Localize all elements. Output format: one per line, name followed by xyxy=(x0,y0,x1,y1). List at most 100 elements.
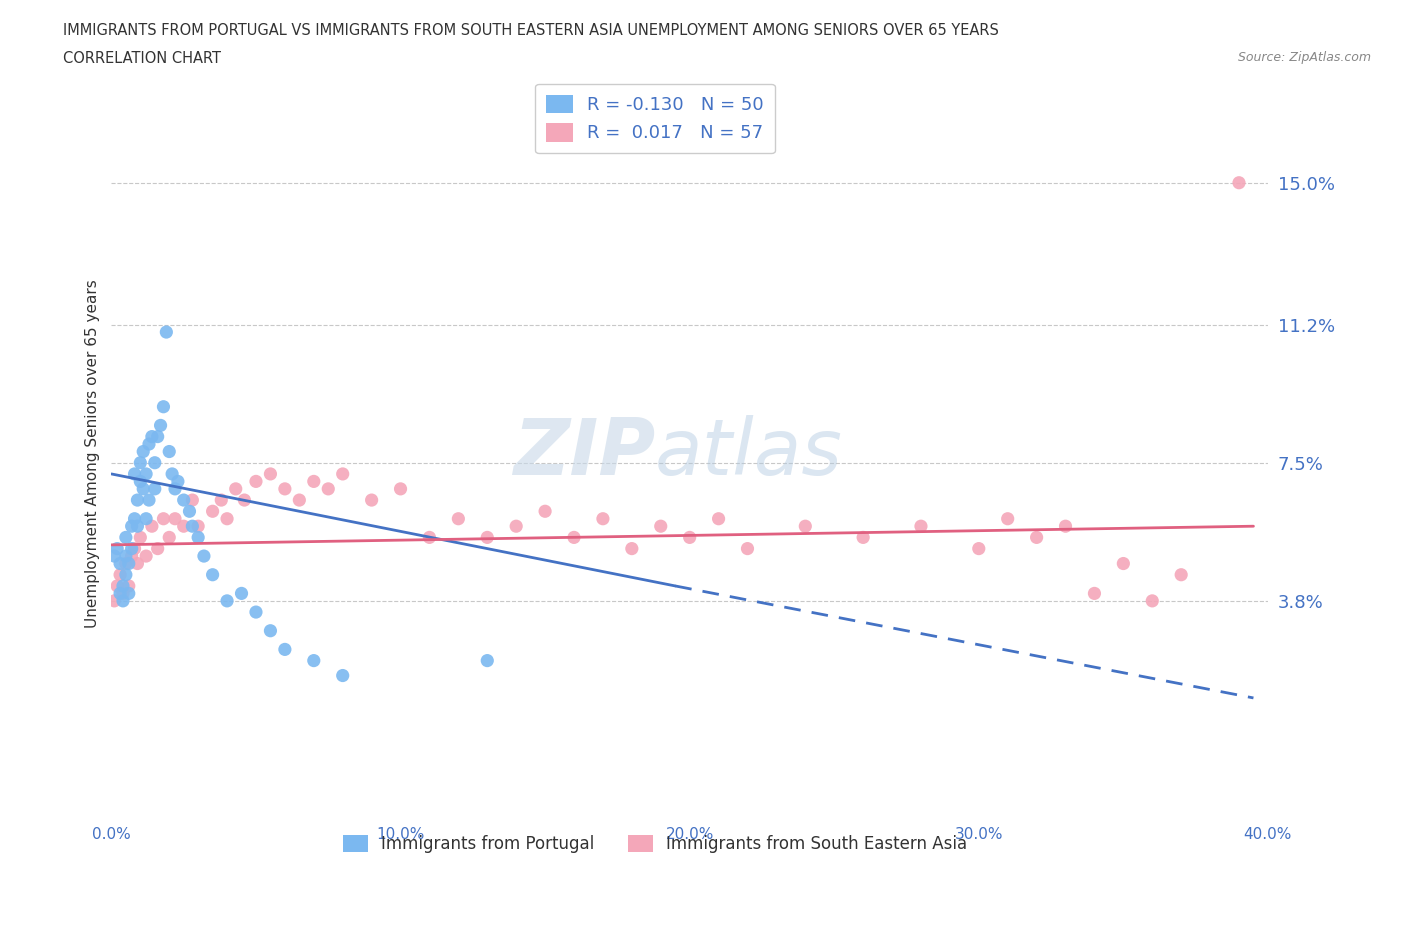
Point xyxy=(127,493,149,508)
Point xyxy=(215,512,238,526)
Point xyxy=(179,504,201,519)
Point xyxy=(332,668,354,683)
Point xyxy=(209,493,232,508)
Point xyxy=(152,399,174,414)
Point xyxy=(679,530,702,545)
Point xyxy=(418,530,440,545)
Text: CORRELATION CHART: CORRELATION CHART xyxy=(63,51,221,66)
Point xyxy=(592,512,614,526)
Point xyxy=(129,474,152,489)
Point xyxy=(1142,593,1164,608)
Point xyxy=(121,549,143,564)
Point xyxy=(115,549,138,564)
Point xyxy=(141,429,163,444)
Point xyxy=(1083,586,1105,601)
Point xyxy=(233,493,256,508)
Point xyxy=(118,586,141,601)
Point xyxy=(620,541,643,556)
Point xyxy=(737,541,759,556)
Point xyxy=(152,512,174,526)
Point xyxy=(650,519,672,534)
Point xyxy=(274,482,297,497)
Point xyxy=(111,578,134,593)
Point xyxy=(132,482,155,497)
Point xyxy=(1227,175,1250,190)
Point xyxy=(143,456,166,471)
Point xyxy=(259,623,281,638)
Point xyxy=(302,653,325,668)
Point xyxy=(121,541,143,556)
Point xyxy=(173,493,195,508)
Point xyxy=(129,530,152,545)
Point xyxy=(155,325,177,339)
Point xyxy=(245,604,267,619)
Point xyxy=(181,519,204,534)
Point xyxy=(146,429,169,444)
Point xyxy=(103,549,125,564)
Point xyxy=(103,593,125,608)
Point xyxy=(108,586,131,601)
Point xyxy=(1112,556,1135,571)
Point xyxy=(124,541,146,556)
Point xyxy=(707,512,730,526)
Point xyxy=(124,512,146,526)
Point xyxy=(163,482,186,497)
Point xyxy=(115,530,138,545)
Point xyxy=(1170,567,1192,582)
Point xyxy=(149,418,172,432)
Point xyxy=(477,530,499,545)
Point xyxy=(447,512,470,526)
Point xyxy=(1054,519,1077,534)
Point xyxy=(143,482,166,497)
Text: Source: ZipAtlas.com: Source: ZipAtlas.com xyxy=(1237,51,1371,64)
Point xyxy=(163,512,186,526)
Point xyxy=(288,493,311,508)
Point xyxy=(118,556,141,571)
Point xyxy=(132,445,155,459)
Point xyxy=(187,530,209,545)
Point xyxy=(108,556,131,571)
Point xyxy=(794,519,817,534)
Point xyxy=(201,567,224,582)
Point xyxy=(225,482,247,497)
Y-axis label: Unemployment Among Seniors over 65 years: Unemployment Among Seniors over 65 years xyxy=(86,279,100,628)
Point xyxy=(138,436,160,451)
Legend: Immigrants from Portugal, Immigrants from South Eastern Asia: Immigrants from Portugal, Immigrants fro… xyxy=(336,829,974,860)
Point xyxy=(332,467,354,482)
Point xyxy=(105,578,128,593)
Point xyxy=(141,519,163,534)
Point xyxy=(245,474,267,489)
Point xyxy=(135,512,157,526)
Point xyxy=(135,549,157,564)
Point xyxy=(389,482,412,497)
Point xyxy=(118,578,141,593)
Point xyxy=(1025,530,1047,545)
Point xyxy=(108,567,131,582)
Point xyxy=(115,567,138,582)
Point xyxy=(115,556,138,571)
Point xyxy=(360,493,382,508)
Point xyxy=(910,519,932,534)
Point xyxy=(111,593,134,608)
Point xyxy=(181,493,204,508)
Point xyxy=(157,445,180,459)
Point xyxy=(477,653,499,668)
Point xyxy=(146,541,169,556)
Point xyxy=(505,519,527,534)
Point xyxy=(138,493,160,508)
Point xyxy=(167,474,190,489)
Point xyxy=(215,593,238,608)
Text: ZIP: ZIP xyxy=(513,416,655,491)
Point xyxy=(316,482,339,497)
Point xyxy=(259,467,281,482)
Point xyxy=(135,467,157,482)
Point xyxy=(173,519,195,534)
Point xyxy=(105,541,128,556)
Point xyxy=(127,519,149,534)
Point xyxy=(111,586,134,601)
Point xyxy=(157,530,180,545)
Point xyxy=(201,504,224,519)
Point xyxy=(187,519,209,534)
Point xyxy=(193,549,215,564)
Point xyxy=(124,467,146,482)
